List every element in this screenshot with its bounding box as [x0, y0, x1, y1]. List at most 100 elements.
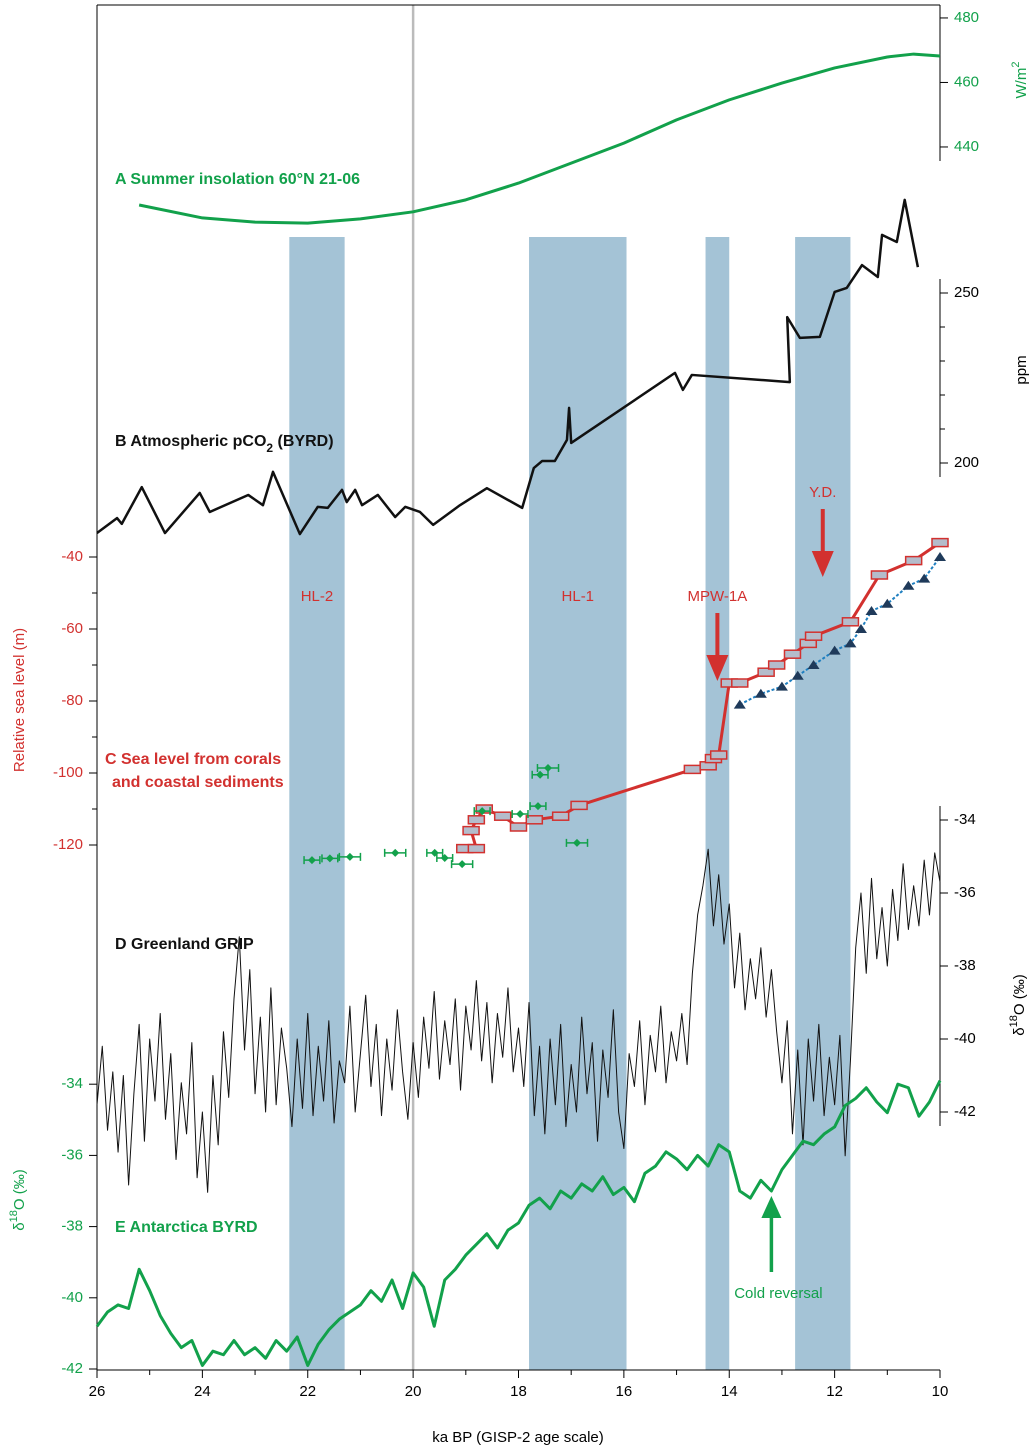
marker: [918, 573, 931, 583]
y-tick-label: -34: [61, 1075, 83, 1092]
annotation-arrowhead: [761, 1196, 782, 1218]
y-axis-label-part: δ: [11, 1222, 28, 1230]
marker: [934, 552, 946, 561]
series-line: [138, 52, 941, 225]
marker: [904, 555, 923, 566]
panel-label-part: B Atmospheric pCO: [115, 433, 266, 450]
panel-label: B Atmospheric pCO2 (BYRD): [115, 433, 334, 455]
marker: [467, 815, 486, 825]
marker: [544, 763, 553, 772]
y-axis-label-part: 18: [1008, 1015, 1020, 1027]
marker: [854, 624, 867, 633]
marker: [881, 598, 894, 608]
marker: [458, 860, 467, 869]
marker: [767, 660, 786, 670]
marker: [731, 678, 749, 688]
marker: [307, 856, 316, 865]
x-tick-label: 22: [299, 1383, 316, 1400]
x-tick-label: 18: [510, 1383, 527, 1400]
marker: [440, 853, 449, 862]
x-tick-label: 14: [721, 1383, 738, 1400]
y-tick-label: -40: [61, 548, 83, 565]
marker: [709, 750, 728, 760]
marker: [533, 802, 542, 811]
marker: [804, 631, 823, 641]
y-axis-label-part: O (‰): [11, 1169, 28, 1210]
band-label: HL-1: [562, 588, 595, 605]
band: [289, 237, 345, 1370]
y-tick-label: -38: [954, 957, 976, 974]
series-line: [96, 848, 941, 1193]
marker: [570, 800, 588, 811]
panel-label-part: D Greenland GRIP: [115, 936, 254, 953]
marker: [551, 811, 570, 821]
marker: [791, 670, 804, 680]
series-line: [95, 1079, 942, 1367]
y-tick-label: 480: [954, 9, 979, 26]
marker: [931, 537, 949, 548]
y-tick-label: -42: [954, 1103, 976, 1120]
y-tick-label: -60: [61, 620, 83, 637]
panel-label-part: (BYRD): [273, 433, 333, 450]
marker: [345, 852, 354, 861]
band-label: Y.D.: [809, 484, 836, 501]
y-axis-label: Relative sea level (m): [11, 628, 28, 772]
y-axis-label: W/m2: [1010, 62, 1030, 99]
marker: [841, 617, 860, 627]
marker: [757, 667, 775, 677]
panel-label: A Summer insolation 60°N 21-06: [115, 171, 360, 188]
y-tick-label: -40: [954, 1030, 976, 1047]
y-axis-label-part: Relative sea level (m): [11, 628, 28, 772]
marker: [325, 854, 334, 863]
y-tick-label: -36: [61, 1146, 83, 1163]
y-tick-label: 250: [954, 284, 979, 301]
marker: [683, 764, 702, 775]
x-tick-label: 12: [826, 1383, 843, 1400]
marker: [775, 681, 788, 691]
marker: [525, 815, 544, 825]
marker: [509, 822, 528, 832]
y-axis-label-part: O (‰): [1011, 974, 1028, 1015]
x-tick-label: 10: [932, 1383, 949, 1400]
marker: [865, 606, 878, 615]
y-axis-label-part: ppm: [1013, 355, 1030, 384]
y-axis-label-part: 2: [1010, 62, 1022, 68]
annotation: Cold reversal: [734, 1285, 822, 1302]
panel-label-part: A Summer insolation 60°N 21-06: [115, 171, 360, 188]
y-tick-label: 460: [954, 73, 979, 90]
marker: [783, 649, 802, 659]
y-tick-label: 440: [954, 138, 979, 155]
y-tick-label: -38: [61, 1218, 83, 1235]
panel-label: D Greenland GRIP: [115, 936, 254, 953]
marker: [536, 770, 545, 779]
x-tick-label: 24: [194, 1383, 211, 1400]
marker: [572, 838, 581, 847]
y-axis-label: δ18O (‰): [1008, 974, 1028, 1035]
marker: [516, 810, 525, 819]
marker: [391, 848, 400, 857]
marker: [733, 699, 746, 709]
panel-label: and coastal sediments: [112, 774, 284, 791]
x-tick-label: 20: [405, 1383, 422, 1400]
marker: [754, 688, 767, 698]
band-label: HL-2: [301, 588, 334, 605]
marker: [870, 570, 889, 580]
band-arrowhead: [811, 551, 834, 577]
marker: [493, 811, 512, 821]
marker: [467, 843, 486, 854]
series-line: [96, 198, 920, 536]
y-tick-label: -42: [61, 1360, 83, 1377]
y-tick-label: -120: [53, 836, 83, 853]
y-tick-label: 200: [954, 454, 979, 471]
y-axis-label-part: δ: [1011, 1027, 1028, 1035]
panel-label-part: E Antarctica BYRD: [115, 1219, 258, 1236]
y-axis-label: δ18O (‰): [8, 1169, 28, 1230]
y-tick-label: -100: [53, 764, 83, 781]
x-axis-label: ka BP (GISP-2 age scale): [432, 1429, 603, 1446]
marker: [462, 825, 480, 836]
band-arrowhead: [706, 655, 729, 681]
y-axis-label-part: 18: [8, 1210, 20, 1222]
y-tick-label: -36: [954, 884, 976, 901]
